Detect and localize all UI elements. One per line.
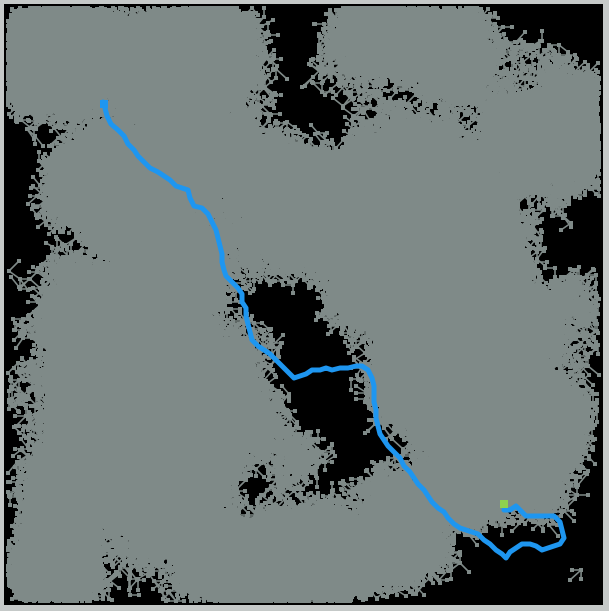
maze-nodes xyxy=(6,6,601,603)
maze-tree-layer xyxy=(6,6,601,603)
start-marker xyxy=(100,100,108,108)
maze-canvas[interactable] xyxy=(4,4,603,605)
goal-marker xyxy=(500,500,508,508)
maze-board[interactable] xyxy=(4,4,603,605)
